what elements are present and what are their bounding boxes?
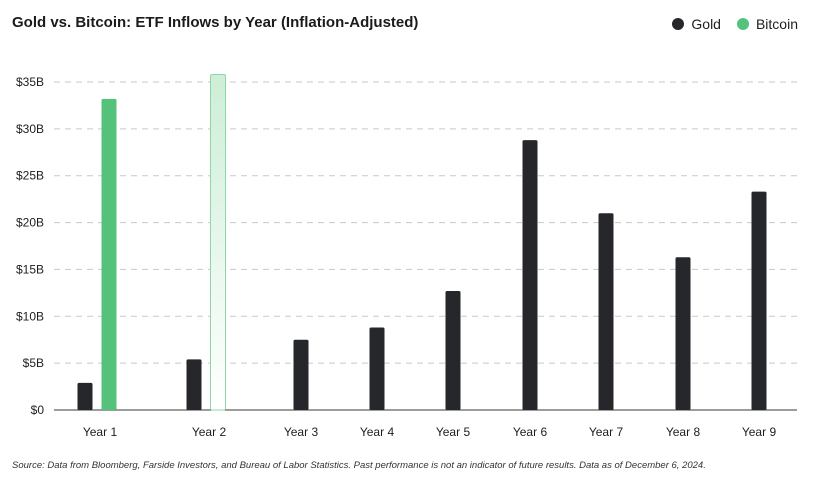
bar-gold-year-7	[598, 213, 614, 410]
legend-item-bitcoin: Bitcoin	[736, 16, 798, 32]
bar-gold-year-8	[675, 257, 691, 410]
bar-bitcoin-year-1	[101, 98, 117, 411]
y-tick-label: $10B	[16, 309, 44, 323]
bar-gold-year-6	[522, 140, 538, 411]
bar-gold-year-9	[751, 191, 767, 410]
x-tick-label: Year 5	[436, 425, 471, 439]
y-tick-label: $5B	[23, 356, 44, 370]
bar-gold-year-3	[293, 339, 309, 410]
bar-bitcoin-projected-year-2	[210, 74, 226, 411]
chart-legend: Gold Bitcoin	[672, 16, 798, 32]
y-tick-label: $0	[31, 403, 45, 417]
x-tick-label: Year 4	[360, 425, 395, 439]
chart-title: Gold vs. Bitcoin: ETF Inflows by Year (I…	[12, 14, 419, 31]
legend-swatch-gold	[672, 18, 685, 30]
legend-label-bitcoin: Bitcoin	[755, 16, 798, 32]
x-tick-label: Year 8	[666, 425, 701, 439]
legend-label-gold: Gold	[691, 16, 721, 32]
y-tick-label: $15B	[16, 262, 44, 276]
bar-gold-year-2	[186, 359, 202, 410]
x-tick-label: Year 3	[284, 425, 319, 439]
x-tick-label: Year 9	[742, 425, 777, 439]
bar-gold-year-4	[369, 327, 385, 410]
y-tick-label: $35B	[16, 75, 44, 89]
bar-gold-year-1	[77, 382, 93, 410]
legend-item-gold: Gold	[672, 16, 721, 32]
legend-swatch-bitcoin	[736, 18, 749, 30]
bar-gold-year-5	[445, 290, 461, 410]
y-tick-label: $20B	[16, 216, 44, 230]
x-tick-label: Year 1	[83, 425, 118, 439]
x-tick-label: Year 6	[513, 425, 548, 439]
y-tick-label: $25B	[16, 169, 44, 183]
x-tick-label: Year 2	[192, 425, 227, 439]
source-note: Source: Data from Bloomberg, Farside Inv…	[12, 460, 706, 471]
x-tick-label: Year 7	[589, 425, 624, 439]
y-tick-label: $30B	[16, 122, 44, 136]
